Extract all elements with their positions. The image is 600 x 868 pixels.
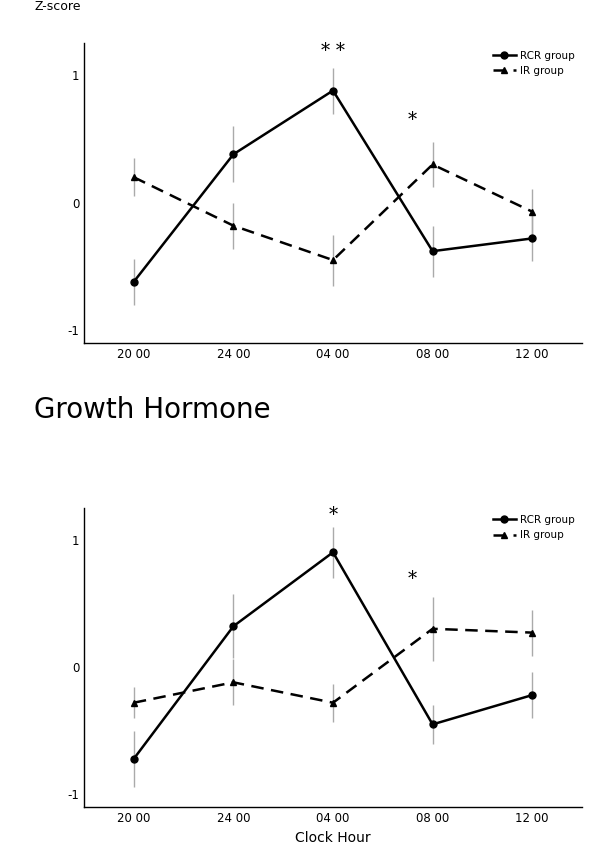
Line: IR group: IR group [130, 625, 536, 707]
IR group [529, 207, 536, 217]
Text: * *: * * [321, 42, 345, 60]
Text: Growth Hormone: Growth Hormone [34, 396, 271, 424]
IR group [529, 628, 536, 638]
RCR group [130, 277, 137, 287]
Legend: RCR group, IR group: RCR group, IR group [491, 49, 577, 78]
Text: *: * [408, 111, 417, 128]
IR group [230, 220, 237, 231]
RCR group [529, 690, 536, 700]
Text: *: * [328, 506, 338, 524]
Text: *: * [408, 570, 417, 588]
RCR group [529, 233, 536, 244]
IR group [230, 677, 237, 687]
Text: Z-score: Z-score [34, 1, 81, 13]
Line: RCR group: RCR group [130, 549, 536, 762]
RCR group [130, 753, 137, 764]
RCR group [329, 85, 337, 95]
X-axis label: Clock Hour: Clock Hour [295, 831, 371, 845]
RCR group [429, 246, 436, 256]
RCR group [429, 720, 436, 730]
IR group [130, 698, 137, 708]
Line: RCR group: RCR group [130, 87, 536, 286]
Legend: RCR group, IR group: RCR group, IR group [491, 513, 577, 542]
IR group [329, 698, 337, 708]
IR group [429, 160, 436, 170]
RCR group [329, 547, 337, 557]
IR group [329, 255, 337, 266]
RCR group [230, 621, 237, 631]
RCR group [230, 149, 237, 160]
Line: IR group: IR group [130, 161, 536, 264]
IR group [429, 623, 436, 634]
IR group [130, 172, 137, 182]
